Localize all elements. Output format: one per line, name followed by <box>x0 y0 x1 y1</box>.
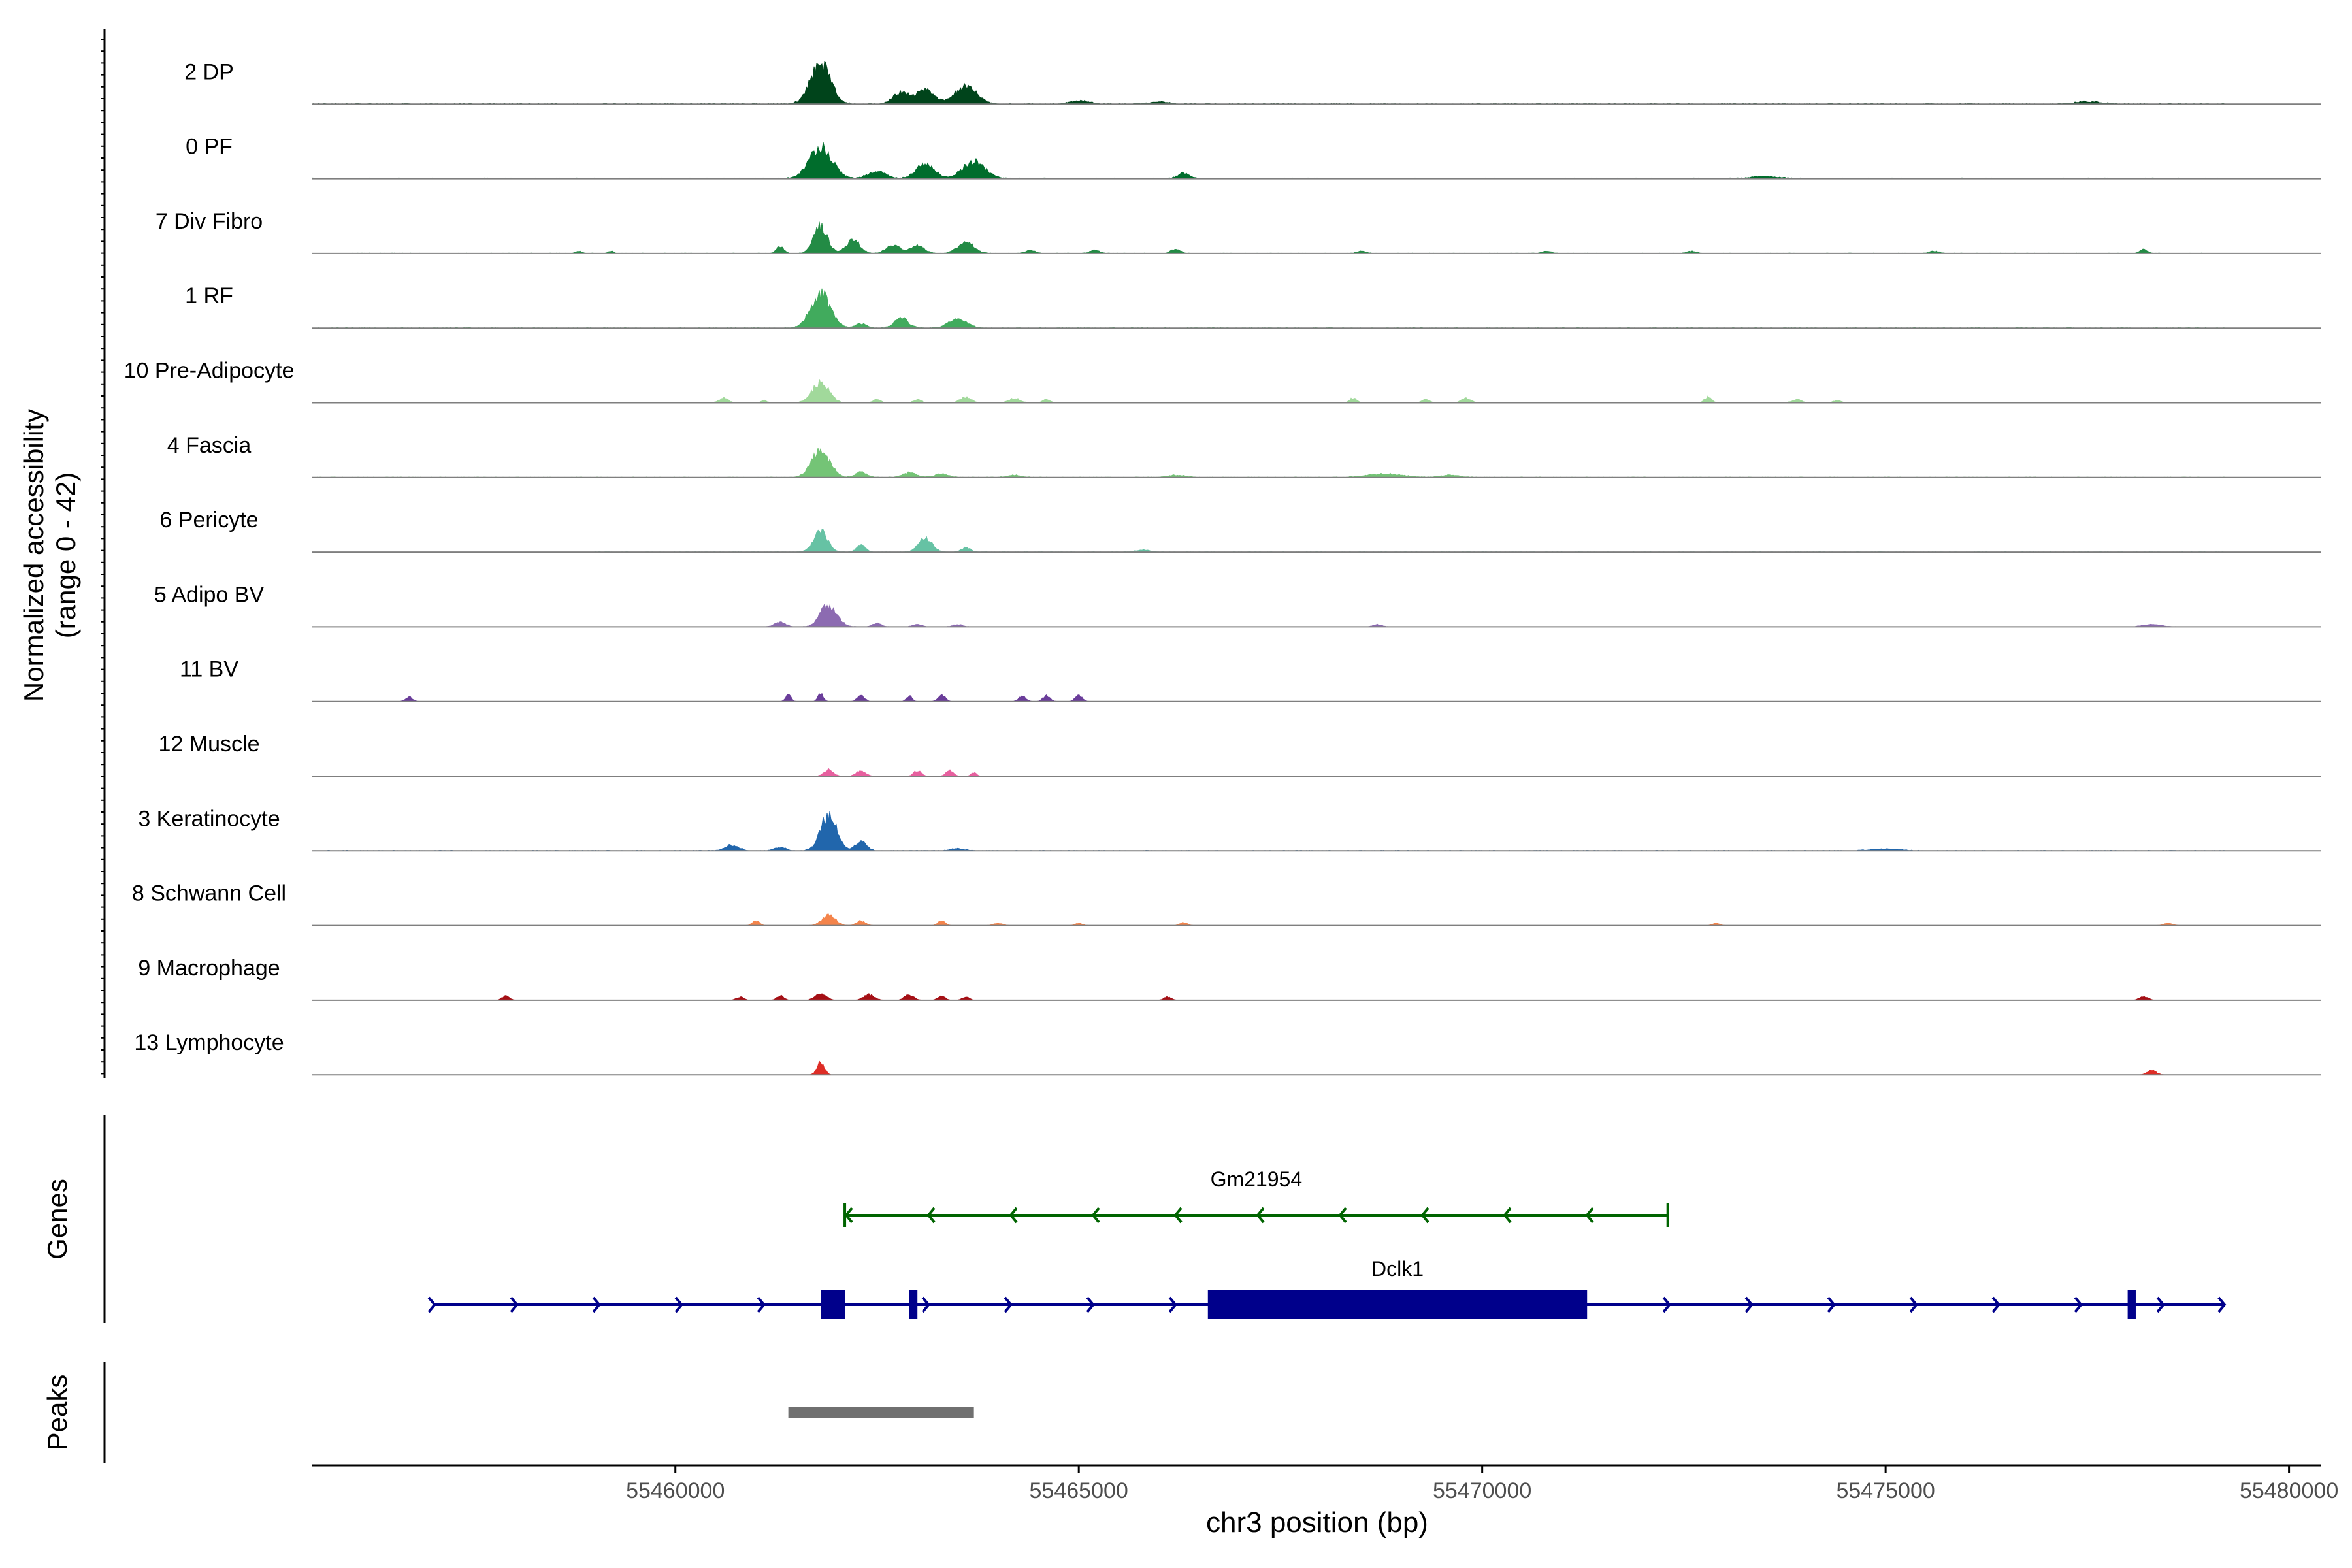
x-tick-label: 55470000 <box>1433 1478 1531 1503</box>
strand-arrow <box>1338 1207 1347 1224</box>
track-7-div-fibro: 7 Div Fibro <box>155 209 2321 254</box>
exon <box>1207 1290 1588 1319</box>
y-axis-label: Normalized accessibility <box>18 409 49 702</box>
track-label: 12 Muscle <box>159 732 260 757</box>
x-tick-label: 55480000 <box>2240 1478 2338 1503</box>
track-label: 5 Adipo BV <box>154 582 265 607</box>
strand-arrow <box>427 1296 436 1313</box>
track-label: 13 Lymphocyte <box>134 1030 284 1055</box>
exon <box>821 1290 845 1319</box>
strand-arrow <box>1662 1296 1671 1313</box>
track-label: 11 BV <box>180 657 238 682</box>
track-label: 8 Schwann Cell <box>132 881 286 906</box>
exon <box>2127 1290 2136 1319</box>
strand-arrow <box>510 1296 519 1313</box>
strand-arrow <box>1991 1296 2001 1313</box>
strand-arrow <box>1585 1207 1594 1224</box>
y-axis-range-label: (range 0 - 42) <box>50 472 81 638</box>
x-axis: 55460000 55465000 55470000 55475000 55480000 <box>312 1464 2338 1503</box>
track-0-pf: 0 PF <box>186 135 2321 180</box>
strand-arrow <box>1503 1207 1512 1224</box>
x-axis-label: chr3 position (bp) <box>1206 1507 1428 1539</box>
strand-arrow <box>2156 1296 2165 1313</box>
strand-arrow <box>1004 1296 1013 1313</box>
track-label: 4 Fascia <box>167 433 252 458</box>
track-1-rf: 1 RF <box>185 284 2321 329</box>
track-5-adipo-bv: 5 Adipo BV <box>154 582 2321 628</box>
track-label: 0 PF <box>186 135 233 159</box>
track-2-dp: 2 DP <box>184 59 2321 105</box>
gene-dclk1: Dclk1 <box>427 1257 2227 1319</box>
track-6-pericyte: 6 Pericyte <box>159 508 2321 553</box>
genes-panel: Genes Gm21954 Dclk1 <box>42 1115 2227 1323</box>
strand-arrow <box>757 1296 766 1313</box>
track-8-schwann-cell: 8 Schwann Cell <box>132 881 2321 926</box>
gene-label: Gm21954 <box>1211 1168 1303 1191</box>
x-tick-label: 55460000 <box>626 1478 725 1503</box>
strand-arrow <box>1086 1296 1095 1313</box>
track-label: 1 RF <box>185 284 233 308</box>
strand-arrow <box>1744 1296 1754 1313</box>
y-axis <box>101 29 106 1078</box>
track-label: 7 Div Fibro <box>155 209 263 234</box>
strand-arrow <box>1909 1296 1918 1313</box>
strand-arrow <box>1256 1207 1265 1224</box>
strand-arrow <box>674 1296 683 1313</box>
strand-arrow <box>1420 1207 1429 1224</box>
strand-arrow <box>592 1296 601 1313</box>
track-label: 2 DP <box>184 59 234 84</box>
strand-arrow <box>1168 1296 1177 1313</box>
peaks-panel: Peaks <box>42 1362 974 1463</box>
x-tick-label: 55475000 <box>1836 1478 1935 1503</box>
x-tick-label: 55465000 <box>1030 1478 1128 1503</box>
peak-region <box>788 1407 974 1418</box>
track-label: 6 Pericyte <box>159 508 258 532</box>
track-9-macrophage: 9 Macrophage <box>138 956 2321 1001</box>
gene-gm21954: Gm21954 <box>843 1168 1669 1227</box>
track-3-keratinocyte: 3 Keratinocyte <box>138 806 2321 852</box>
track-label: 3 Keratinocyte <box>138 806 280 831</box>
strand-arrow <box>1827 1296 1836 1313</box>
track-label: 10 Pre-Adipocyte <box>124 359 295 384</box>
strand-arrow <box>2074 1296 2083 1313</box>
strand-arrow <box>1173 1207 1183 1224</box>
exon <box>909 1290 918 1319</box>
track-10-pre-adipocyte: 10 Pre-Adipocyte <box>124 359 2321 404</box>
track-4-fascia: 4 Fascia <box>167 433 2321 478</box>
strand-arrow <box>926 1207 936 1224</box>
track-13-lymphocyte: 13 Lymphocyte <box>134 1030 2321 1076</box>
peaks-panel-label: Peaks <box>42 1375 73 1451</box>
strand-arrow <box>1009 1207 1018 1224</box>
strand-arrow <box>921 1296 930 1313</box>
strand-arrow <box>2217 1296 2227 1313</box>
strand-arrow <box>844 1207 853 1224</box>
track-label: 9 Macrophage <box>138 956 280 981</box>
accessibility-tracks: 2 DP 0 PF 7 Div Fibro 1 RF 10 Pre-Adipocyte 4… <box>124 59 2321 1076</box>
track-11-bv: 11 BV <box>180 657 2321 702</box>
strand-arrow <box>1091 1207 1100 1224</box>
track-12-muscle: 12 Muscle <box>159 732 2321 777</box>
gene-label: Dclk1 <box>1371 1257 1424 1281</box>
genes-panel-label: Genes <box>42 1179 73 1260</box>
